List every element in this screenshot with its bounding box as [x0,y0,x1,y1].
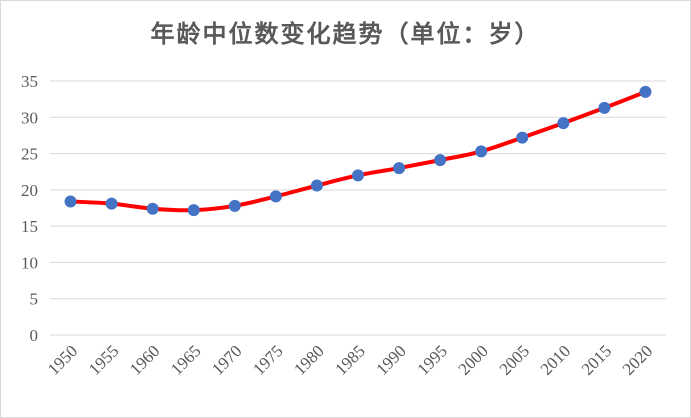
x-tick-label: 1965 [167,341,204,378]
data-point-1995[interactable] [434,154,447,167]
data-point-1955[interactable] [105,197,118,210]
chart-title: 年龄中位数变化趋势（单位：岁） [150,20,541,48]
y-tick-label: 25 [21,145,38,164]
x-tick-label: 1990 [372,341,409,378]
y-tick-label: 10 [21,253,38,272]
data-point-2015[interactable] [598,101,611,114]
data-point-2010[interactable] [557,117,570,130]
data-point-2020[interactable] [639,85,652,98]
data-point-2000[interactable] [475,145,488,158]
x-tick-label: 1960 [126,341,163,378]
data-point-1975[interactable] [269,190,282,203]
data-point-2005[interactable] [516,131,529,144]
x-tick-label: 2015 [578,341,615,378]
data-point-1980[interactable] [310,179,323,192]
x-tick-label: 1980 [290,341,327,378]
x-axis-ticks: 1950 1955 1960 1965 1970 1975 1980 1985 1990 1995… [44,341,656,378]
y-tick-label: 35 [21,72,38,91]
x-tick-label: 2000 [455,341,492,378]
x-tick-label: 1985 [331,341,368,378]
x-tick-label: 1950 [44,341,81,378]
gridlines [50,80,666,336]
x-tick-label: 1995 [413,341,450,378]
data-point-1965[interactable] [187,204,200,217]
y-tick-label: 5 [30,290,39,309]
data-point-1950[interactable] [64,195,77,208]
y-tick-label: 20 [21,181,38,200]
data-point-1970[interactable] [228,199,241,212]
data-point-1985[interactable] [352,169,364,182]
x-tick-label: 2020 [619,341,656,378]
y-tick-label: 30 [21,108,38,127]
data-point-1960[interactable] [146,202,159,215]
x-tick-label: 2010 [537,341,574,378]
x-tick-label: 1975 [249,341,286,378]
y-axis-ticks: 0 5 10 15 20 25 30 35 [21,72,38,345]
y-tick-label: 15 [21,217,38,236]
series-line [68,89,648,213]
y-tick-label: 0 [30,326,39,345]
series-layer [64,85,652,217]
data-point-1990[interactable] [393,162,406,175]
x-tick-label: 2005 [496,341,533,378]
x-tick-label: 1955 [85,341,122,378]
x-tick-label: 1970 [208,341,245,378]
